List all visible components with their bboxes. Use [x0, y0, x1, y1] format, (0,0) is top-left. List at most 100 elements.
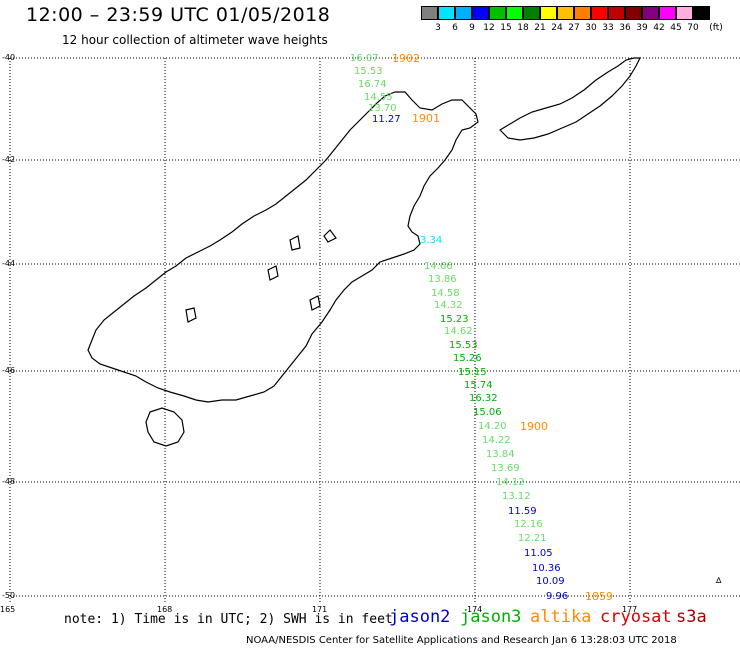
latitude-labels: -40 -42 -44 -46 -48 -50	[2, 53, 15, 600]
wave-height-value: 13.84	[486, 449, 515, 460]
satellite-legend-s3a: s3a	[676, 607, 707, 627]
wave-height-value: 15.06	[473, 407, 502, 418]
colorbar-swatch	[489, 6, 506, 20]
wave-height-value: 13.12	[502, 491, 531, 502]
colorbar-tick-label: 30	[585, 23, 597, 33]
lon-label: 168	[157, 605, 172, 614]
wave-height-value: 13.69	[491, 463, 520, 474]
lake-outline	[267, 265, 279, 281]
wave-height-value: 14.62	[444, 326, 473, 337]
wave-height-value: 11.27	[372, 114, 401, 125]
lake-outline	[289, 235, 301, 251]
satellite-legend-jason2: jason2	[389, 607, 451, 627]
colorbar-unit: (ft)	[709, 23, 723, 33]
north-island-coast	[499, 57, 641, 141]
colorbar-tick-label: 39	[636, 23, 648, 33]
longitude-labels: 165 168 171 174 177	[0, 605, 637, 614]
wave-height-value: 13.70	[368, 103, 397, 114]
satellite-legend-cryosat: cryosat	[600, 607, 672, 627]
satellite-legend-jason3: jason3	[460, 607, 522, 627]
colorbar-swatch	[540, 6, 557, 20]
colorbar-swatch	[574, 6, 591, 20]
wave-height-value: 15.53	[449, 340, 478, 351]
lat-label: -48	[2, 477, 15, 486]
colorbar-swatch	[438, 6, 455, 20]
lake-outline	[323, 229, 337, 243]
colorbar-tick-label: 24	[551, 23, 563, 33]
colorbar-swatch	[421, 6, 438, 20]
wave-height-value: 16.74	[358, 79, 387, 90]
wave-height-value: 14.55	[364, 92, 393, 103]
wave-height-value: 16.07	[350, 53, 379, 64]
colorbar-tick-label: 18	[517, 23, 529, 33]
wave-height-value: 14.20	[478, 421, 507, 432]
wave-height-value: 12.16	[514, 519, 543, 530]
colorbar-swatch	[523, 6, 540, 20]
colorbar-swatch	[659, 6, 676, 20]
footer-note: note: 1) Time is in UTC; 2) SWH is in fe…	[64, 612, 393, 627]
colorbar-swatch	[557, 6, 574, 20]
lake-outline	[309, 295, 321, 311]
wave-height-value: 15.53	[354, 66, 383, 77]
wave-height-value: 15.26	[453, 353, 482, 364]
colorbar-swatch	[472, 6, 489, 20]
colorbar-swatch	[693, 6, 710, 20]
pass-times: 1902 1901 1900 1859	[392, 52, 613, 603]
lon-label: 177	[622, 605, 637, 614]
colorbar-tick-label: 45	[670, 23, 682, 33]
colorbar-tick-label: 21	[534, 23, 546, 33]
satellite-legend-altika: altika	[530, 607, 592, 627]
colorbar-tick-label: 6	[452, 23, 458, 33]
lat-label: -46	[2, 366, 15, 375]
wave-height-value: 11.59	[508, 506, 537, 517]
lat-label: -42	[2, 155, 15, 164]
pass-time-label: 1859	[585, 590, 613, 603]
colorbar-tick-label: 3	[435, 23, 441, 33]
wave-height-value: 14.12	[496, 477, 525, 488]
wave-height-value: 15.15	[458, 367, 487, 378]
colorbar-swatch	[608, 6, 625, 20]
pass-time-label: 1901	[412, 112, 440, 125]
colorbar-swatch	[455, 6, 472, 20]
wave-height-value: 14.22	[482, 435, 511, 446]
colorbar-tick-label: 33	[602, 23, 614, 33]
graticule	[9, 57, 740, 604]
lon-label: 174	[467, 605, 482, 614]
wave-height-value: 12.21	[518, 533, 547, 544]
scale-marker: ∆	[715, 576, 722, 585]
coastline	[87, 57, 641, 447]
south-island-coast	[87, 91, 479, 403]
lat-label: -50	[2, 591, 15, 600]
lon-label: 171	[312, 605, 327, 614]
colorbar-tick-label: 15	[500, 23, 512, 33]
pass-time-label: 1902	[392, 52, 420, 65]
wave-height-value: 9.96	[546, 591, 568, 602]
wave-height-value: 10.36	[532, 563, 561, 574]
map-title: 12:00 – 23:59 UTC 01/05/2018	[26, 4, 331, 26]
wave-height-value: 15.74	[464, 380, 493, 391]
colorbar-swatch	[625, 6, 642, 20]
colorbar-tick-label: 27	[568, 23, 580, 33]
wave-height-value: 16.32	[469, 393, 498, 404]
colorbar-tick-label: 36	[619, 23, 631, 33]
colorbar-tick-label: 9	[469, 23, 475, 33]
colorbar-swatch	[642, 6, 659, 20]
lon-label: 165	[0, 605, 15, 614]
lake-outline	[185, 307, 197, 323]
wave-height-value: 14.58	[431, 288, 460, 299]
colorbar-swatch	[591, 6, 608, 20]
wave-height-value: 14.66	[424, 261, 453, 272]
wave-height-value: 11.05	[524, 548, 553, 559]
colorbar-tick-label: 12	[483, 23, 495, 33]
colorbar-swatch	[676, 6, 693, 20]
map-subtitle: 12 hour collection of altimeter wave hei…	[62, 33, 328, 47]
wave-height-value: 15.23	[440, 314, 469, 325]
lat-label: -40	[2, 53, 15, 62]
stewart-island-coast	[145, 407, 185, 447]
colorbar-tick-label: 42	[653, 23, 665, 33]
pass-time-label: 1900	[520, 420, 548, 433]
colorbar-tick-label: 70	[687, 23, 699, 33]
lat-label: -44	[2, 259, 15, 268]
